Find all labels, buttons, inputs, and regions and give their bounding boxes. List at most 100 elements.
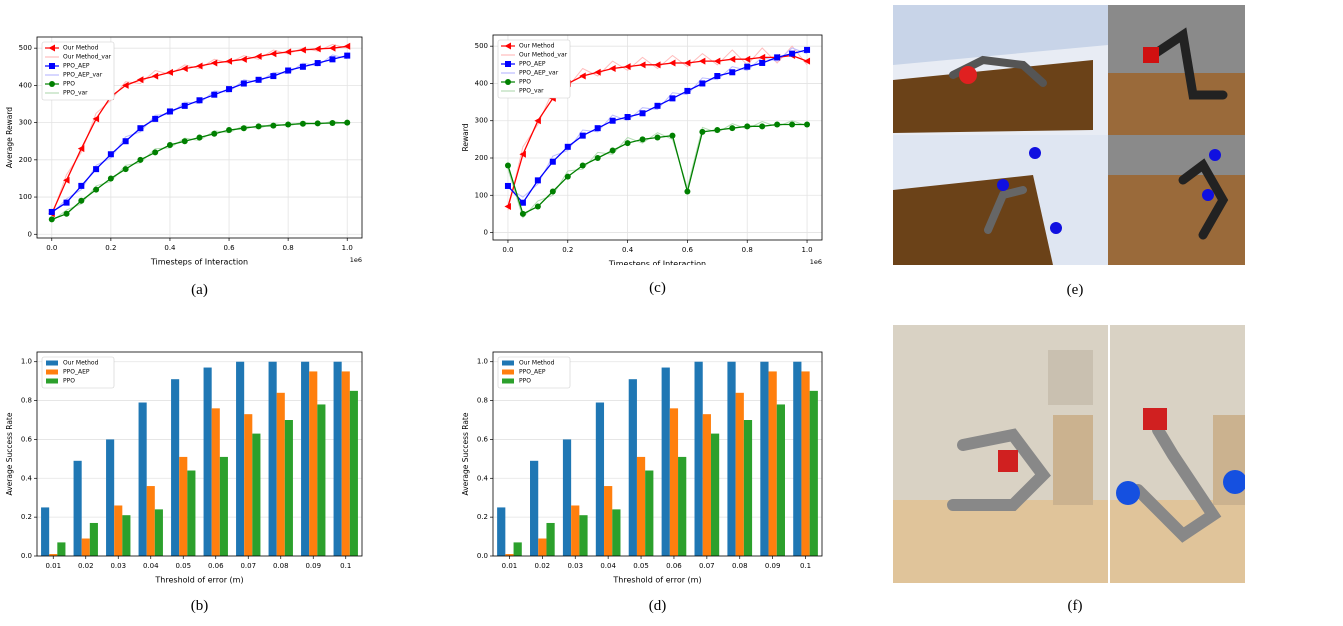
sim-goal [1029,147,1041,159]
bar [711,434,719,556]
y-tick-label: 0.4 [21,474,33,482]
marker [49,81,55,87]
bar [670,408,678,556]
bar [106,439,114,556]
marker [625,114,631,120]
sim-goal [1202,189,1214,201]
x-tick-label: 0.08 [732,562,748,570]
bar [334,362,342,556]
chart: 0100200300400500Average RewardTimesteps … [0,27,380,267]
y-tick-label: 100 [475,191,488,199]
y-tick-label: 300 [19,119,32,127]
marker [804,121,810,127]
legend-label: PPO [519,378,531,385]
bar [662,368,670,556]
sim-table [1108,175,1245,265]
marker [300,121,306,127]
x-offset-label: 1e6 [350,256,362,264]
y-tick-label: 200 [19,156,32,164]
x-tick-label: 0.2 [562,246,573,254]
simulation-image [893,5,1245,265]
marker [714,127,720,133]
bar [82,539,90,556]
x-axis-label: Threshold of error (m) [612,576,701,585]
x-tick-label: 0.02 [78,562,94,570]
y-tick-label: 0.8 [21,397,32,405]
real-robot-image [893,325,1245,583]
y-tick-label: 0.8 [477,397,488,405]
bar [252,434,260,556]
marker [78,198,84,204]
x-offset-label: 1e6 [810,258,822,265]
bar [793,362,801,556]
marker [699,80,705,86]
marker [609,65,616,72]
bar [90,523,98,556]
x-tick-label: 0.01 [45,562,61,570]
sim-goal [997,179,1009,191]
x-axis-label: Threshold of error (m) [154,576,243,585]
marker [699,58,706,65]
x-tick-label: 0.4 [164,244,176,252]
x-tick-label: 0.08 [273,562,289,570]
bar [744,420,752,556]
marker [152,73,159,80]
marker [789,121,795,127]
marker [684,88,690,94]
bar [612,509,620,556]
bar [777,404,785,556]
bar [147,486,155,556]
marker [505,61,511,67]
x-tick-label: 0.05 [633,562,649,570]
x-tick-label: 0.09 [765,562,781,570]
marker [344,120,350,126]
chart: 0100200300400500RewardTimesteps of Inter… [456,25,836,265]
x-tick-label: 0.6 [223,244,235,252]
bar [220,457,228,556]
marker [108,175,114,181]
panel-caption: (b) [191,598,209,615]
x-tick-label: 0.0 [46,244,57,252]
chart: 0.00.20.40.60.81.0Average Success RateTh… [0,342,380,587]
sim-table [893,175,1053,265]
photo-goal [1116,481,1140,505]
marker [211,131,217,137]
legend-swatch [46,361,58,366]
legend-label: PPO_AEP_var [63,72,103,79]
marker [241,81,247,87]
bar [678,457,686,556]
x-tick-label: 0.02 [535,562,551,570]
panel-caption: (d) [649,598,667,615]
legend-label: PPO_AEP [519,369,546,376]
x-tick-label: 0.1 [340,562,351,570]
legend-swatch [502,370,514,375]
bar [760,362,768,556]
marker [534,117,541,124]
marker [774,121,780,127]
y-tick-label: 0.4 [477,474,489,482]
marker [64,211,70,217]
marker [93,187,99,193]
x-tick-label: 0.4 [622,246,634,254]
marker [241,125,247,131]
y-tick-label: 400 [19,81,32,89]
marker [699,129,705,135]
bar [571,505,579,556]
marker [759,123,765,129]
marker [78,145,85,152]
x-tick-label: 0.09 [305,562,321,570]
marker [520,200,526,206]
x-tick-label: 0.0 [502,246,513,254]
bar [645,471,653,556]
marker [285,68,291,74]
marker [595,155,601,161]
bar [563,439,571,556]
panel-caption: (a) [191,282,208,299]
marker [580,133,586,139]
marker [256,123,262,129]
marker [329,120,335,126]
y-tick-label: 0.0 [477,552,488,560]
x-tick-label: 1.0 [801,246,812,254]
sim-table [1108,73,1245,135]
legend-swatch [502,379,514,384]
